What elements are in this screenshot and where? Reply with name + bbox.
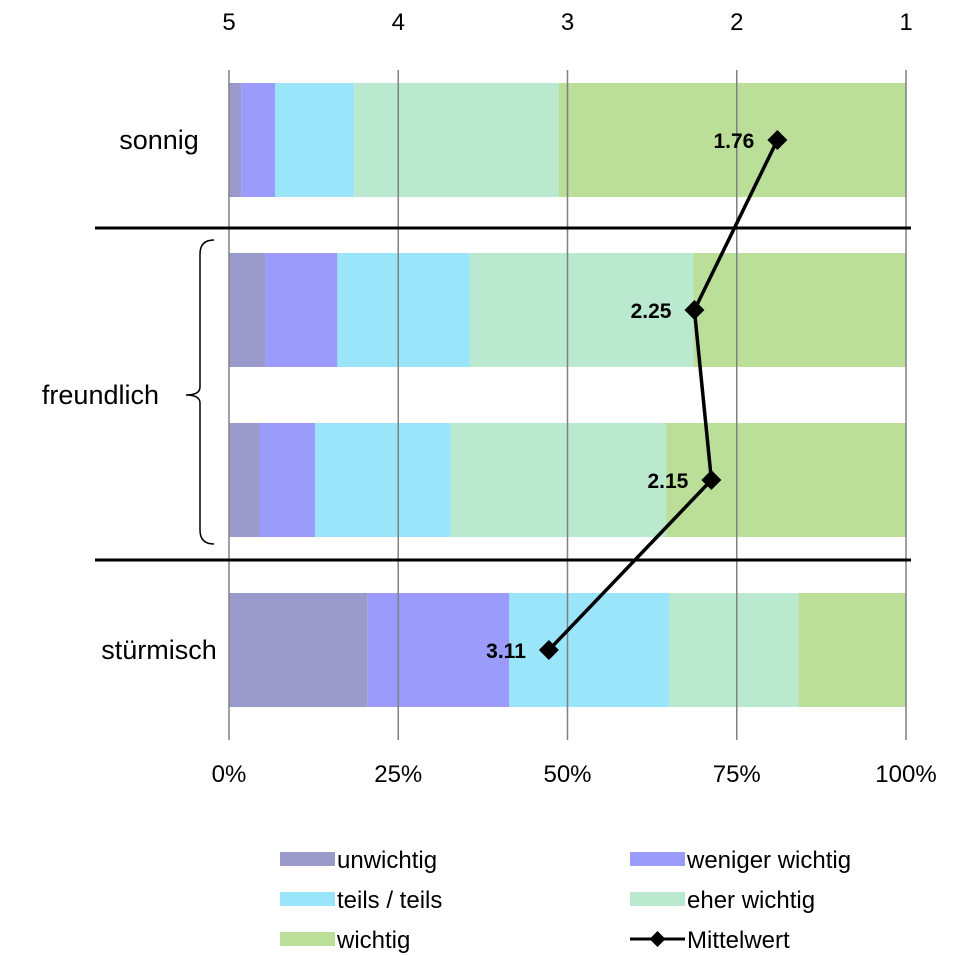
bar-segment-stuermisch-1 <box>229 593 368 707</box>
bar-segment-stuermisch-4 <box>669 593 799 707</box>
legend-label: wichtig <box>336 927 410 954</box>
legend-swatch <box>630 892 685 906</box>
mean-value-label: 2.25 <box>631 300 672 323</box>
axis-ticks: 0% 25% 50% 75% 100% 5 4 3 2 1 <box>212 9 937 788</box>
mean-line-series: 1.76 2.25 2.15 3.11 <box>486 130 788 663</box>
bar-segment-freundlich_2-1 <box>229 423 260 537</box>
legend-label: weniger wichtig <box>686 847 851 874</box>
x-tick-label-bottom: 75% <box>713 761 761 788</box>
bar-segment-stuermisch-5 <box>798 593 906 707</box>
group-brace <box>185 239 215 545</box>
legend-swatch <box>280 932 335 946</box>
legend-swatch <box>630 852 685 866</box>
bar-segment-freundlich_2-2 <box>259 423 315 537</box>
gridlines <box>228 70 907 740</box>
x-tick-label-top: 4 <box>392 9 405 36</box>
legend-marker <box>649 931 666 947</box>
x-tick-label-top: 1 <box>899 9 912 36</box>
bar-segment-freundlich_1-1 <box>229 253 266 367</box>
category-label: stürmisch <box>101 635 217 665</box>
bar-segment-freundlich_1-2 <box>265 253 338 367</box>
bar-segment-stuermisch-2 <box>367 593 510 707</box>
bar-segment-freundlich_1-3 <box>337 253 470 367</box>
bar-segment-sonnig-1 <box>229 83 242 197</box>
legend-label: unwichtig <box>337 847 437 874</box>
mean-value-label: 1.76 <box>713 130 754 153</box>
x-tick-label-bottom: 0% <box>212 761 247 788</box>
x-tick-label-top: 2 <box>730 9 743 36</box>
category-label: sonnig <box>119 125 199 155</box>
mean-value-label: 2.15 <box>647 470 688 493</box>
x-tick-label-bottom: 50% <box>543 761 591 788</box>
bar-segment-freundlich_1-4 <box>470 253 694 367</box>
x-tick-label-top: 5 <box>222 9 235 36</box>
bar-segment-freundlich_2-4 <box>451 423 667 537</box>
bar-segment-freundlich_1-5 <box>693 253 906 367</box>
legend-label: Mittelwert <box>687 927 790 954</box>
x-tick-label-bottom: 100% <box>875 761 936 788</box>
x-tick-label-bottom: 25% <box>374 761 422 788</box>
bar-segment-sonnig-4 <box>354 83 559 197</box>
bar-segment-freundlich_2-3 <box>315 423 452 537</box>
legend: unwichtig weniger wichtig teils / teils ehe… <box>280 847 851 954</box>
mean-marker <box>684 300 705 320</box>
category-label: freundlich <box>42 380 159 410</box>
legend-swatch <box>280 852 335 866</box>
legend-label: eher wichtig <box>687 887 815 914</box>
bar-segment-stuermisch-3 <box>509 593 670 707</box>
legend-label: teils / teils <box>337 887 442 914</box>
bar-segment-sonnig-2 <box>241 83 275 197</box>
mean-line <box>547 139 779 652</box>
bar-segment-sonnig-5 <box>558 83 906 197</box>
mean-marker <box>701 470 722 490</box>
category-labels: sonnig freundlich stürmisch <box>42 125 217 665</box>
bar-segment-sonnig-3 <box>275 83 355 197</box>
mean-marker <box>538 640 559 660</box>
mean-value-label: 3.11 <box>486 640 526 663</box>
group-separators <box>95 226 911 562</box>
stacked-bars <box>229 83 906 707</box>
legend-swatch <box>280 892 335 906</box>
mean-marker <box>767 130 788 150</box>
x-tick-label-top: 3 <box>561 9 574 36</box>
